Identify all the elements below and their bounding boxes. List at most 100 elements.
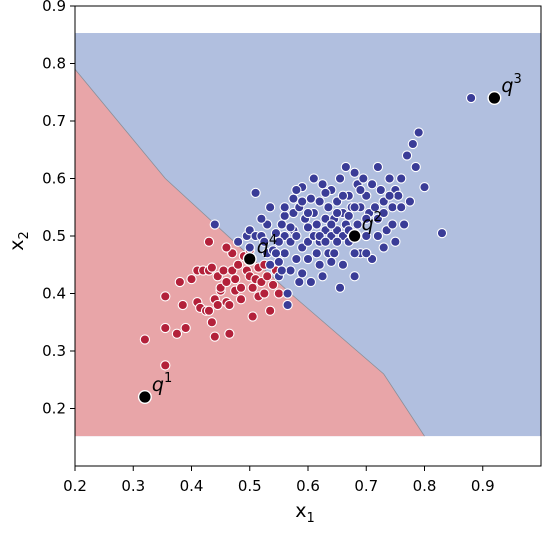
decision-regions — [74, 33, 541, 437]
red-point — [259, 288, 270, 299]
y-axis-label: x2 — [6, 231, 32, 251]
query-label-letter: q — [152, 374, 164, 396]
blue-point — [317, 271, 328, 282]
blue-point — [273, 236, 285, 247]
blue-point — [407, 138, 418, 150]
blue-point — [349, 248, 360, 259]
query-point-2 — [347, 228, 362, 243]
red-point — [206, 262, 218, 273]
blue-point — [244, 242, 255, 253]
red-point — [224, 328, 235, 339]
blue-class-points — [209, 92, 477, 311]
blue-point — [282, 288, 293, 299]
query-label-1: q1 — [152, 371, 172, 396]
blue-point — [276, 265, 287, 276]
blue-point — [387, 219, 398, 230]
x-tick-label: 0.5 — [238, 477, 262, 495]
red-point — [180, 322, 191, 334]
blue-point — [285, 222, 296, 233]
blue-point — [349, 271, 360, 282]
query-label-letter: q — [501, 75, 513, 97]
blue-point — [232, 236, 244, 247]
blue-point — [317, 179, 328, 190]
blue-point — [398, 219, 410, 230]
blue-point — [334, 282, 346, 293]
blue-point — [352, 219, 363, 230]
blue-point — [331, 207, 343, 219]
red-point — [230, 273, 241, 285]
y-axis-label-main: x — [6, 240, 28, 251]
blue-point — [393, 190, 404, 201]
x-tick-label: 0.8 — [413, 477, 437, 495]
blue-point — [349, 167, 360, 178]
blue-point — [302, 207, 314, 219]
red-point — [221, 276, 232, 288]
blue-point — [288, 193, 299, 204]
y-axis-ticks: 0.2 0.3 0.4 0.5 0.6 0.7 0.8 0.9 — [42, 0, 75, 418]
blue-point — [349, 202, 360, 213]
x-tick-label: 0.6 — [296, 477, 320, 495]
blue-point — [390, 236, 401, 247]
blue-point — [410, 161, 421, 173]
blue-point — [291, 230, 302, 242]
blue-point — [209, 219, 220, 230]
blue-point — [396, 202, 407, 213]
y-tick-label: 0.4 — [42, 285, 66, 303]
blue-point — [279, 210, 290, 222]
blue-point — [366, 179, 378, 190]
blue-point — [326, 256, 337, 268]
blue-point — [264, 202, 276, 213]
query-label-3: q3 — [501, 72, 521, 97]
red-point — [235, 294, 247, 305]
red-point — [203, 305, 215, 316]
blue-point — [413, 127, 424, 138]
blue-point — [372, 161, 384, 173]
query-label-letter: q — [257, 236, 269, 258]
query-point-3 — [487, 90, 502, 105]
y-tick-label: 0.5 — [42, 227, 66, 245]
blue-point — [291, 184, 302, 196]
red-point — [235, 282, 247, 293]
red-point — [247, 282, 258, 293]
blue-point — [358, 173, 369, 184]
blue-point — [302, 222, 314, 233]
blue-point — [331, 236, 343, 247]
blue-point — [436, 227, 448, 239]
blue-point — [264, 259, 276, 270]
y-tick-label: 0.6 — [42, 170, 66, 188]
blue-point — [465, 92, 477, 104]
red-point — [221, 242, 232, 253]
blue-point — [401, 150, 413, 161]
blue-point — [361, 248, 372, 259]
blue-point — [279, 248, 290, 259]
blue-point — [276, 219, 287, 230]
blue-point — [361, 213, 372, 224]
red-point — [209, 331, 220, 342]
y-tick-label: 0.8 — [42, 55, 66, 73]
blue-point — [291, 253, 302, 265]
y-tick-label: 0.3 — [42, 342, 66, 360]
x-axis-label-main: x — [295, 500, 306, 522]
blue-point — [320, 187, 331, 199]
x-axis-label: x1 — [295, 500, 315, 526]
red-point — [212, 299, 223, 311]
blue-point — [314, 196, 325, 207]
blue-point — [282, 299, 293, 311]
blue-point — [387, 202, 398, 213]
query-label-superscript: 2 — [374, 210, 382, 225]
y-axis-label-subscript: 2 — [17, 231, 32, 239]
blue-point — [256, 213, 267, 224]
x-axis-label-subscript: 1 — [306, 511, 314, 526]
red-point — [160, 360, 171, 371]
blue-point — [323, 202, 334, 213]
red-point — [224, 299, 235, 311]
blue-point — [337, 190, 349, 201]
blue-point — [294, 276, 305, 288]
x-tick-label: 0.9 — [471, 477, 495, 495]
red-point — [160, 291, 171, 302]
blue-point — [384, 190, 395, 201]
query-label-letter: q — [362, 213, 374, 235]
query-label-superscript: 1 — [164, 371, 172, 386]
red-point — [203, 236, 215, 247]
